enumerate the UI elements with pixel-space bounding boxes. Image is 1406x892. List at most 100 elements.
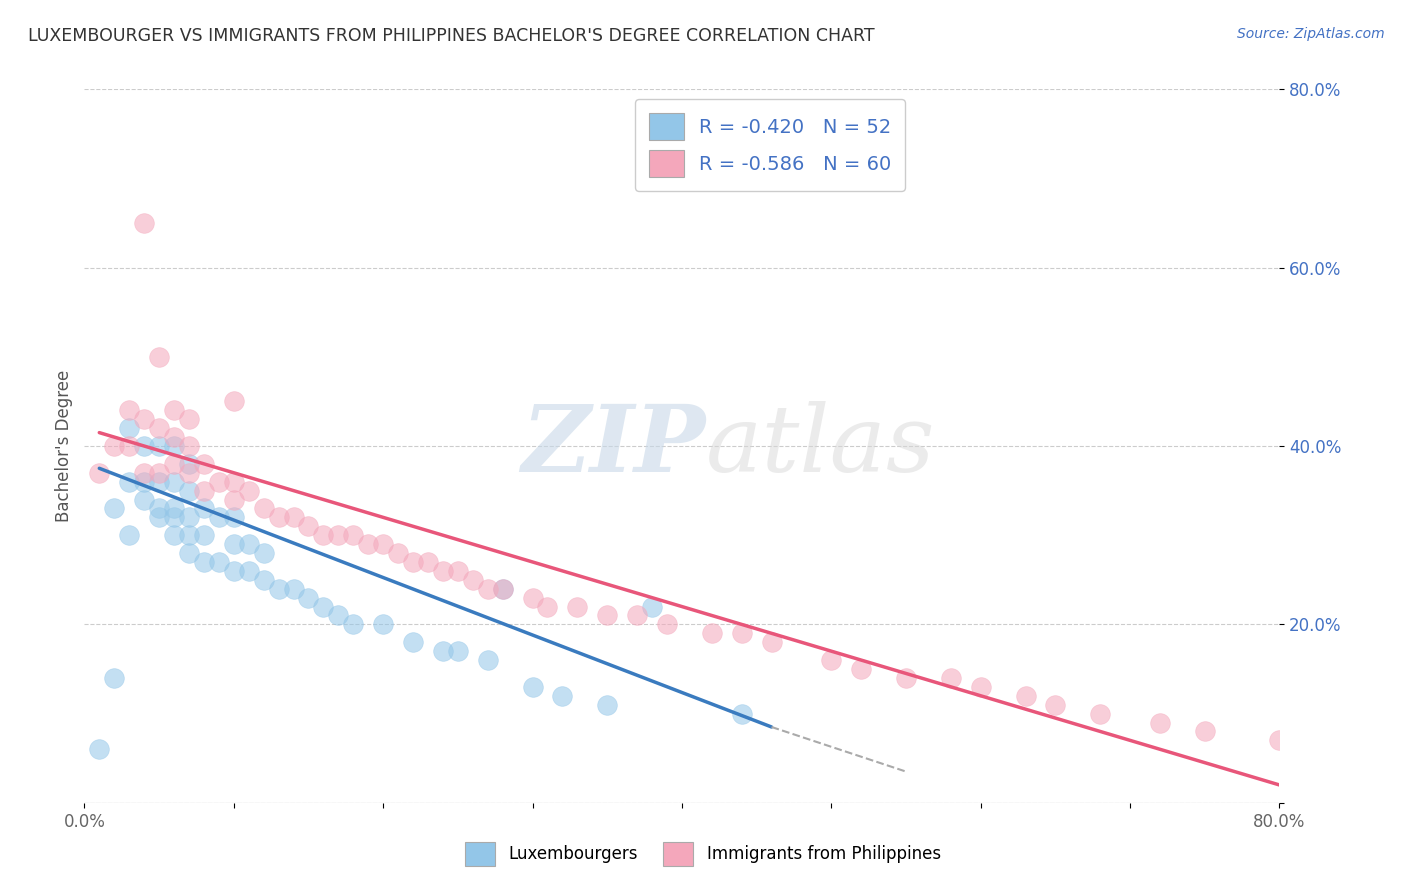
Point (103, 501, 125, 516)
Point (222, 492, 245, 507)
Point (387, 546, 409, 560)
Point (731, 706, 754, 721)
Point (148, 501, 170, 516)
Point (731, 626, 754, 640)
Point (132, 412, 156, 426)
Point (253, 573, 276, 587)
Point (596, 608, 619, 623)
Point (132, 475, 156, 489)
Point (820, 653, 842, 667)
Point (177, 546, 200, 560)
Point (970, 680, 993, 694)
Point (222, 510, 245, 524)
Point (177, 466, 200, 480)
Point (477, 582, 499, 596)
Point (477, 653, 499, 667)
Point (222, 475, 245, 489)
Point (626, 608, 648, 623)
Point (148, 510, 170, 524)
Point (432, 644, 454, 658)
Point (132, 492, 156, 507)
Point (163, 510, 186, 524)
Point (596, 698, 619, 712)
Point (522, 680, 544, 694)
Point (222, 537, 245, 551)
Point (567, 599, 589, 614)
Y-axis label: Bachelor's Degree: Bachelor's Degree (55, 370, 73, 522)
Point (148, 350, 170, 364)
Point (700, 626, 723, 640)
Point (193, 483, 215, 498)
Point (193, 457, 215, 471)
Point (163, 430, 186, 444)
Point (103, 439, 125, 453)
Point (118, 475, 141, 489)
Point (283, 510, 305, 524)
Point (461, 573, 484, 587)
Point (238, 537, 260, 551)
Point (447, 564, 470, 578)
Text: atlas: atlas (706, 401, 935, 491)
Point (402, 635, 425, 649)
Point (1014, 689, 1036, 703)
Point (163, 457, 186, 471)
Point (163, 475, 186, 489)
Point (373, 617, 395, 632)
Point (402, 555, 425, 569)
Point (1194, 724, 1216, 739)
Point (641, 599, 664, 614)
Point (939, 671, 962, 685)
Point (193, 555, 215, 569)
Point (118, 421, 141, 435)
Point (342, 617, 364, 632)
Point (177, 457, 200, 471)
Point (132, 466, 156, 480)
Point (89, 466, 111, 480)
Text: LUXEMBOURGER VS IMMIGRANTS FROM PHILIPPINES BACHELOR'S DEGREE CORRELATION CHART: LUXEMBOURGER VS IMMIGRANTS FROM PHILIPPI… (28, 27, 875, 45)
Point (761, 635, 783, 649)
Point (89, 742, 111, 756)
Point (1090, 706, 1112, 721)
Point (1149, 715, 1171, 730)
Point (536, 599, 558, 614)
Point (312, 528, 335, 542)
Point (328, 528, 350, 542)
Point (177, 528, 200, 542)
Point (177, 439, 200, 453)
Point (193, 528, 215, 542)
Point (177, 483, 200, 498)
Point (267, 510, 290, 524)
Text: ZIP: ZIP (522, 401, 706, 491)
Point (148, 421, 170, 435)
Legend: R = -0.420   N = 52, R = -0.586   N = 60: R = -0.420 N = 52, R = -0.586 N = 60 (636, 99, 905, 191)
Point (222, 564, 245, 578)
Point (238, 483, 260, 498)
Point (373, 537, 395, 551)
Point (522, 591, 544, 605)
Point (163, 403, 186, 417)
Point (163, 439, 186, 453)
Point (253, 501, 276, 516)
Point (253, 546, 276, 560)
Point (208, 475, 231, 489)
Point (1045, 698, 1067, 712)
Point (132, 439, 156, 453)
Point (655, 617, 678, 632)
Point (432, 564, 454, 578)
Point (416, 555, 439, 569)
Point (297, 519, 319, 533)
Point (328, 608, 350, 623)
Point (148, 475, 170, 489)
Point (851, 662, 873, 676)
Point (163, 528, 186, 542)
Point (148, 466, 170, 480)
Point (1268, 733, 1291, 747)
Point (118, 403, 141, 417)
Point (118, 528, 141, 542)
Point (894, 671, 917, 685)
Point (163, 501, 186, 516)
Point (357, 537, 380, 551)
Point (177, 412, 200, 426)
Point (312, 599, 335, 614)
Point (132, 216, 156, 230)
